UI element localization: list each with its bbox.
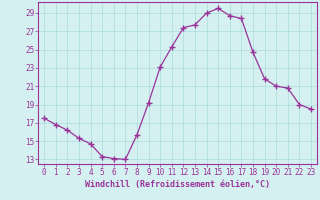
X-axis label: Windchill (Refroidissement éolien,°C): Windchill (Refroidissement éolien,°C) <box>85 180 270 189</box>
